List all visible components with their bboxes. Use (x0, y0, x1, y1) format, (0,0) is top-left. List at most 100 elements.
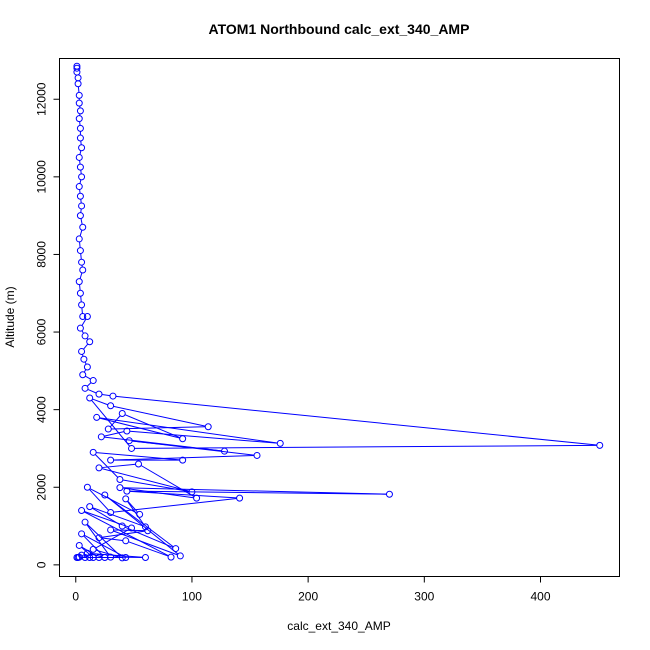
data-point (220, 447, 228, 455)
data-point (179, 435, 187, 443)
data-point (86, 338, 94, 346)
x-tick-label: 400 (530, 590, 550, 604)
series-segment (113, 405, 206, 427)
data-point (75, 235, 83, 243)
x-tick-label: 200 (298, 590, 318, 604)
data-point (78, 258, 86, 266)
data-point (75, 278, 83, 286)
data-point (78, 144, 86, 152)
data-point (122, 553, 130, 561)
y-tick-label: 4000 (35, 396, 49, 423)
data-point (74, 80, 82, 88)
series-segment (89, 489, 109, 511)
series-segment (101, 463, 136, 469)
series-segment (79, 150, 82, 155)
series-segment (101, 468, 190, 492)
data-point (204, 423, 212, 431)
series-segment (111, 426, 206, 430)
series-segment (91, 400, 131, 447)
data-point (128, 444, 136, 452)
data-point (136, 510, 144, 518)
series-segment (79, 272, 83, 279)
data-point (86, 394, 94, 402)
series-segment (124, 414, 181, 439)
x-tick-label: 0 (72, 590, 79, 604)
y-tick-label: 8000 (35, 241, 49, 268)
data-point (75, 115, 83, 123)
series-segment (84, 511, 169, 557)
data-point (109, 392, 117, 400)
series-segment (81, 330, 84, 334)
data-point (116, 484, 124, 492)
data-point (118, 410, 126, 418)
data-point (276, 439, 284, 447)
y-tick-label: 2000 (35, 474, 49, 501)
series-segment (81, 318, 87, 326)
data-point (76, 192, 84, 200)
x-tick-label: 300 (414, 590, 434, 604)
series-segment (83, 369, 87, 373)
y-axis-label: Altitude (m) (3, 286, 17, 347)
data-point (89, 377, 97, 385)
series-segment (92, 398, 108, 406)
series-segment (83, 534, 124, 557)
data-point (75, 91, 83, 99)
x-axis: 0 100 200 300 400 (72, 576, 551, 604)
data-point (78, 301, 86, 309)
data-point (75, 183, 83, 191)
data-point (86, 503, 94, 511)
data-point (76, 107, 84, 115)
series-segment (127, 500, 139, 513)
data-point (75, 541, 83, 549)
data-point (97, 433, 105, 441)
series-segment (89, 488, 138, 514)
data-point (193, 494, 201, 502)
data-point (118, 522, 126, 530)
series-segment (101, 394, 111, 397)
series-segment (128, 541, 169, 557)
data-point (75, 153, 83, 161)
data-point (125, 437, 133, 445)
series-segment (84, 511, 129, 528)
data-point (76, 163, 84, 171)
data-point (76, 134, 84, 142)
series-segment (127, 501, 145, 525)
data-point (79, 313, 87, 321)
data-point (93, 413, 101, 421)
series-segment (99, 417, 278, 444)
series-segment (104, 431, 125, 437)
data-point (81, 332, 89, 340)
data-point (596, 441, 604, 449)
data-point (141, 523, 149, 531)
data-point (81, 384, 89, 392)
data-point (123, 427, 131, 435)
y-tick-label: 12000 (35, 82, 49, 116)
data-point (78, 507, 86, 515)
data-point (123, 487, 131, 495)
data-point (144, 527, 152, 535)
series-segment (113, 530, 178, 556)
series-segment (122, 487, 387, 495)
series-segment (86, 382, 92, 387)
data-point (141, 553, 149, 561)
data-point (135, 460, 143, 468)
series-segment (85, 375, 91, 380)
y-tick-label: 0 (35, 561, 49, 568)
series-segment (87, 389, 97, 394)
data-point (89, 448, 97, 456)
data-point (95, 534, 103, 542)
series-segment (83, 535, 104, 556)
data-point (76, 124, 84, 132)
data-point (78, 173, 86, 181)
data-point (79, 266, 87, 274)
data-point (122, 495, 130, 503)
data-point (76, 212, 84, 220)
data-point (75, 99, 83, 107)
data-point (172, 545, 180, 553)
data-point (107, 526, 115, 534)
data-point (107, 508, 115, 516)
data-point (116, 475, 124, 483)
data-point (76, 324, 84, 332)
series-segment (129, 430, 278, 444)
